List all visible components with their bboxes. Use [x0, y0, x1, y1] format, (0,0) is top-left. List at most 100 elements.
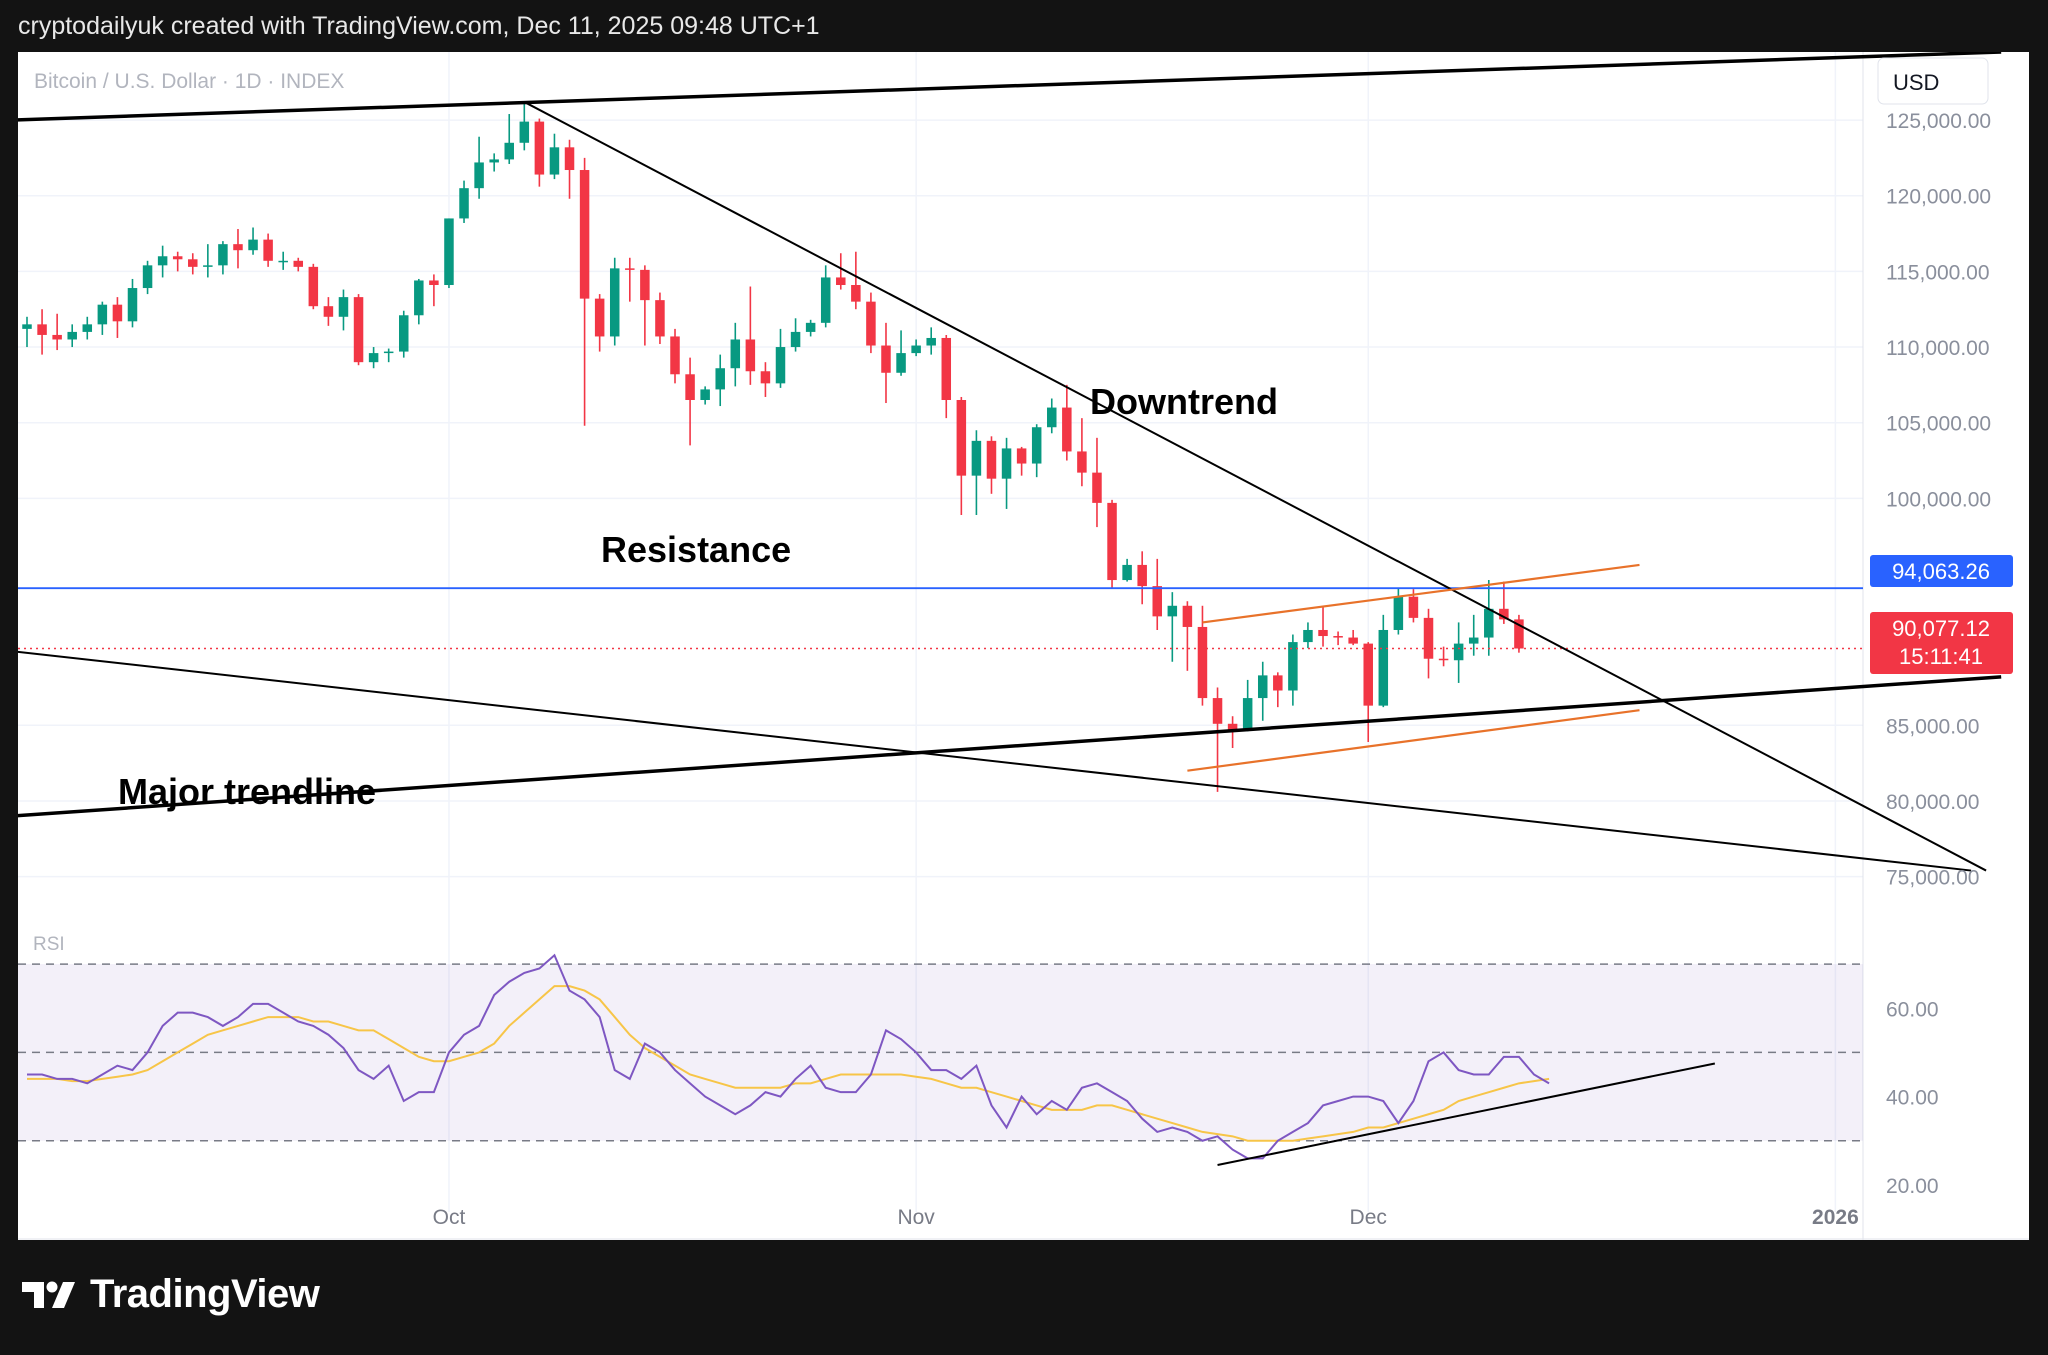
countdown-timer: 15:11:41: [1899, 644, 1983, 669]
candle-body: [67, 331, 77, 340]
time-tick-label: Dec: [1350, 1206, 1387, 1229]
tradingview-footer: TradingView: [22, 1272, 320, 1317]
candle: [172, 251, 183, 272]
candle: [293, 257, 304, 272]
currency-label: USD: [1893, 70, 1939, 95]
candle: [1122, 558, 1132, 582]
candle-body: [323, 306, 334, 317]
candle: [609, 257, 620, 346]
candle-body: [263, 239, 273, 261]
candle-body: [1333, 636, 1343, 638]
candle-body: [1001, 448, 1012, 479]
candle-body: [715, 368, 725, 390]
candle-body: [670, 336, 680, 375]
candle-body: [1122, 564, 1132, 581]
chart-panel[interactable]: 125,000.00 120,000.00 115,000.00 110,000.00…: [18, 52, 2029, 1240]
candle: [1092, 437, 1102, 528]
candle: [790, 318, 801, 352]
candle-body: [911, 345, 921, 354]
candle-body: [1273, 675, 1283, 691]
candle-body: [1167, 605, 1178, 617]
candle-body: [308, 266, 319, 307]
candle-body: [820, 277, 831, 323]
candle: [1167, 592, 1178, 662]
candle-body: [1468, 637, 1479, 644]
candle: [730, 322, 741, 387]
candle: [1077, 418, 1087, 487]
candle: [1438, 646, 1449, 667]
candle-body: [549, 147, 560, 175]
candle: [1363, 642, 1373, 742]
candle-body: [429, 280, 439, 286]
trendline-upper-resistance: [18, 52, 2002, 122]
candle-body: [1288, 642, 1298, 691]
candle-body: [941, 337, 952, 400]
candle-body: [1182, 605, 1193, 627]
candle: [1348, 629, 1358, 646]
candle: [368, 347, 379, 369]
candle: [1212, 687, 1223, 792]
candle: [82, 316, 93, 340]
candle: [112, 297, 123, 338]
candle-body: [1137, 564, 1147, 587]
candle-body: [1031, 427, 1042, 464]
candle-body: [851, 285, 861, 302]
time-tick-label: 2026: [1812, 1206, 1859, 1229]
candle-body: [790, 331, 801, 348]
price-chart[interactable]: 125,000.00 120,000.00 115,000.00 110,000.00…: [18, 52, 2029, 1240]
candle: [836, 253, 846, 290]
candle-body: [1499, 608, 1509, 620]
candle-body: [1378, 629, 1389, 706]
tradingview-wordmark: TradingView: [90, 1272, 320, 1316]
price-axis: 125,000.00 120,000.00 115,000.00 110,000.00…: [1886, 110, 1991, 1198]
candle-body: [1212, 698, 1223, 724]
tradingview-logo-icon: [22, 1281, 75, 1308]
candle-body: [127, 288, 138, 322]
rsi-line: [27, 953, 1550, 1160]
candle: [715, 354, 725, 407]
candle: [474, 136, 484, 199]
candle-body: [142, 265, 153, 289]
candle-body: [1303, 629, 1313, 643]
candle: [489, 153, 499, 172]
candle: [233, 229, 243, 269]
candle-body: [474, 162, 484, 189]
candle: [1303, 622, 1313, 649]
candle: [429, 274, 439, 307]
candle-body: [564, 147, 575, 171]
candle-body: [1077, 451, 1087, 473]
candle: [1393, 587, 1404, 635]
trendline-channel-top: [1202, 563, 1640, 624]
candle-body: [866, 301, 876, 346]
candle: [218, 241, 228, 275]
symbol-label: Bitcoin / U.S. Dollar · 1D · INDEX: [34, 70, 344, 93]
candle: [1514, 614, 1524, 653]
downtrend-label: Downtrend: [1090, 381, 1278, 422]
candle: [399, 310, 409, 358]
candle: [941, 334, 952, 419]
candle-body: [1107, 502, 1117, 581]
candle-body: [896, 353, 906, 373]
candle-body: [383, 351, 394, 354]
resistance-price: 94,063.26: [1892, 559, 1990, 584]
price-tick-label: 115,000.00: [1886, 261, 1990, 284]
candle: [97, 301, 108, 335]
candle: [745, 286, 756, 385]
candle-body: [1363, 643, 1373, 706]
candle-body: [685, 374, 695, 400]
currency-badge[interactable]: USD: [1877, 57, 1989, 105]
candle-body: [1438, 658, 1449, 661]
resistance-price-tag: 94,063.26: [1870, 555, 2013, 587]
candle: [1423, 608, 1434, 679]
candle-body: [655, 300, 665, 337]
candle: [760, 362, 771, 397]
candle: [459, 180, 469, 223]
candle: [22, 316, 32, 348]
candle-body: [534, 121, 545, 175]
price-tick-label: 100,000.00: [1886, 488, 1991, 511]
candle: [956, 396, 967, 515]
candle-body: [1152, 586, 1162, 617]
candle: [1001, 437, 1012, 509]
candle-body: [504, 142, 514, 160]
candle: [881, 322, 891, 404]
